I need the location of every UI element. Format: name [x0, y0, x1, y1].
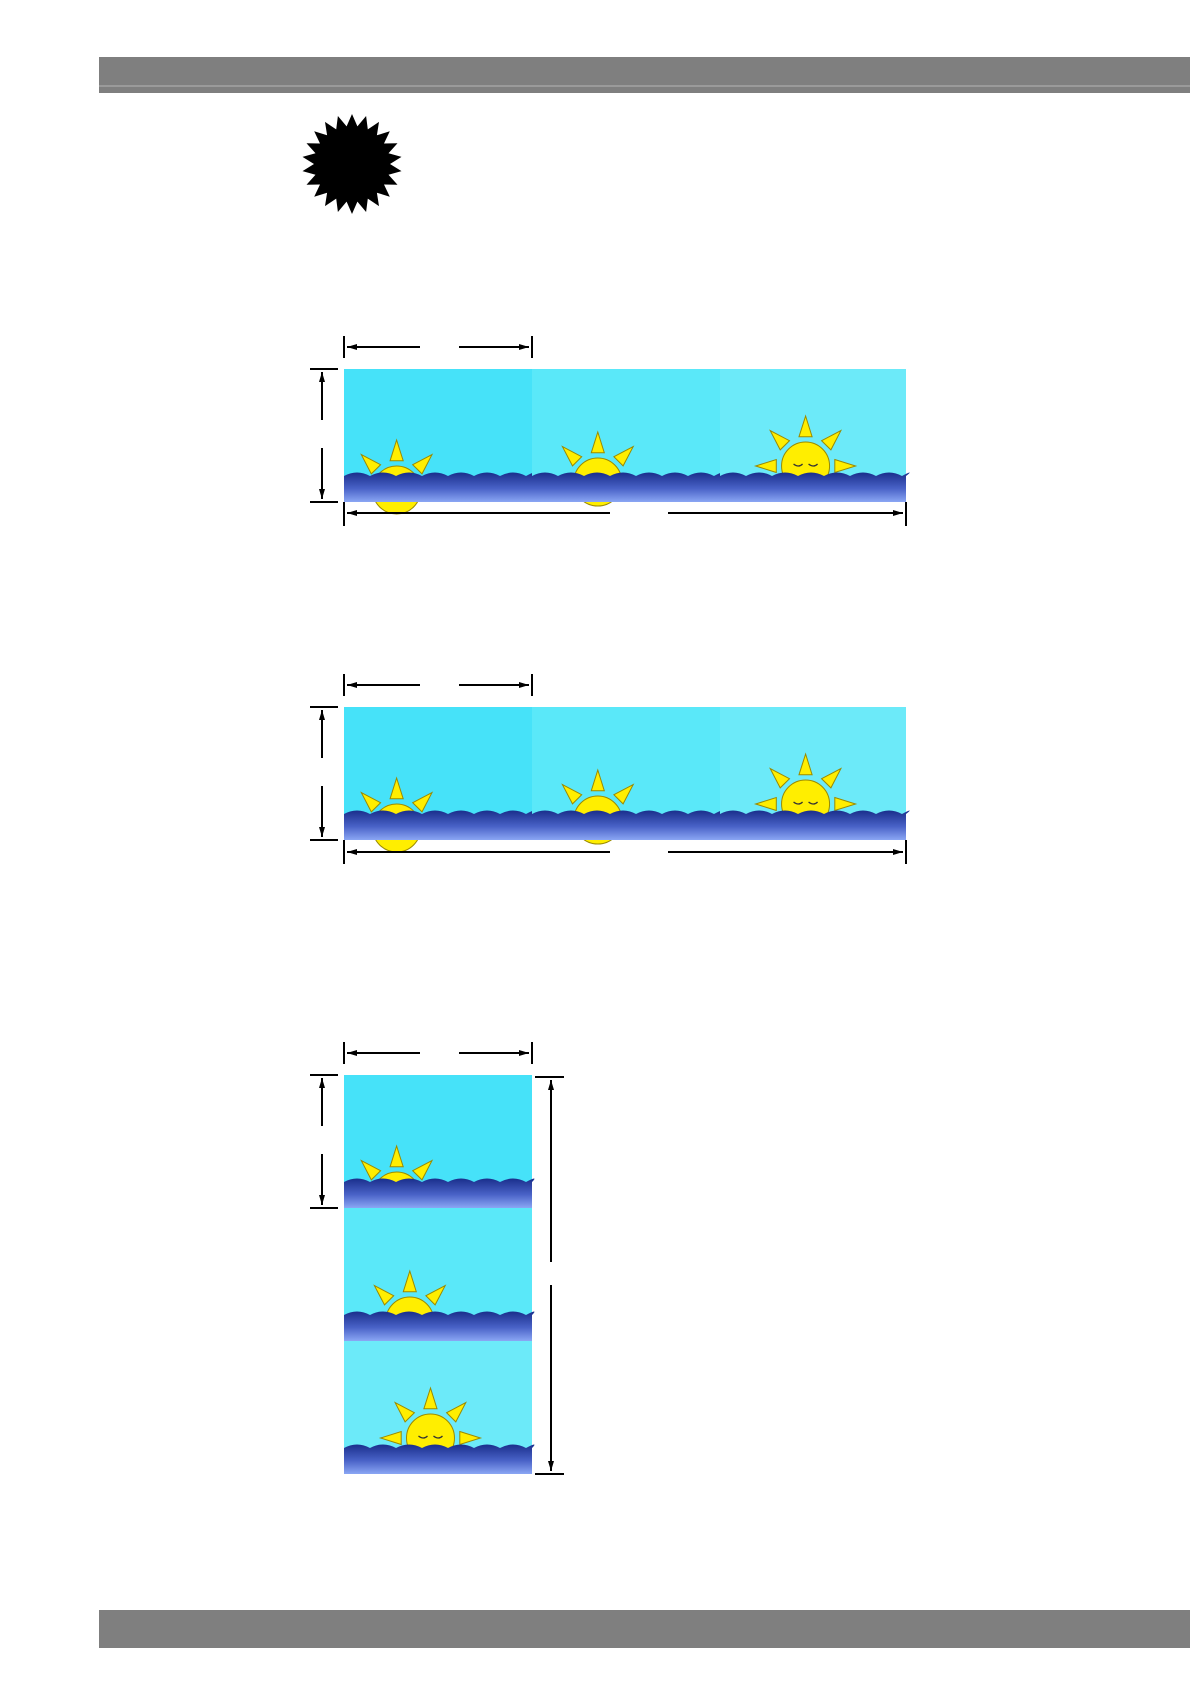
- sunrise-panel: [344, 369, 535, 515]
- panel-strip: [344, 369, 910, 515]
- panel-column: [344, 1075, 535, 1474]
- sunrise-panel: [344, 707, 535, 853]
- figure-vertical: [310, 1042, 564, 1475]
- sun-icon: [753, 752, 858, 829]
- footer-bar: [99, 1610, 1190, 1648]
- sea: [344, 1444, 535, 1474]
- sunrise-panel: [344, 1341, 535, 1474]
- dimension-marks: [310, 1042, 564, 1475]
- sea: [720, 472, 910, 502]
- sunrise-panel: [532, 369, 723, 507]
- dimension-marks: [310, 336, 907, 526]
- panel-strip: [344, 707, 910, 853]
- sea: [720, 810, 910, 840]
- sun-icon: [358, 1269, 462, 1346]
- sun-icon: [546, 768, 650, 845]
- sun-icon: [344, 438, 449, 515]
- sea: [344, 1178, 535, 1208]
- sunrise-panel: [720, 707, 910, 840]
- sea: [344, 810, 535, 840]
- sunrise-panel: [720, 369, 910, 502]
- sea: [532, 472, 723, 502]
- dimension-marks: [310, 674, 907, 864]
- header-bar: [99, 57, 1190, 93]
- sun-icon: [753, 414, 858, 491]
- sunrise-panel: [344, 1075, 535, 1221]
- sun-icon: [344, 1144, 449, 1221]
- sunrise-panel: [344, 1208, 535, 1346]
- starburst-icon: [302, 114, 402, 214]
- sun-icon: [344, 776, 449, 853]
- sea: [532, 810, 723, 840]
- sea: [344, 1311, 535, 1341]
- sun-icon: [378, 1386, 483, 1463]
- figure-horizontal-2: [310, 674, 910, 864]
- sun-icon: [546, 430, 650, 507]
- figure-horizontal-1: [310, 336, 910, 526]
- sunrise-panel: [532, 707, 723, 845]
- sea: [344, 472, 535, 502]
